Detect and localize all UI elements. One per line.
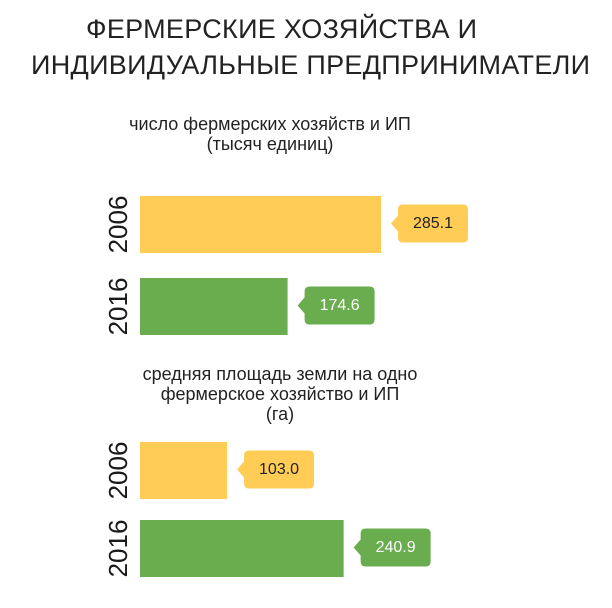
chart-1-value-label-2016: 174.6 [320,297,360,314]
main-title-line-1: ФЕРМЕРСКИЕ ХОЗЯЙСТВА И [86,14,478,44]
chart-2-value-callout-2016 [353,528,431,567]
chart-2-title-line-1: средняя площадь земли на одно [142,364,418,384]
chart-2-title-line-3: (га) [265,404,295,424]
chart-2-title: средняя площадь земли на одно фермерское… [80,364,480,424]
chart-1-title-line-2: (тысяч единиц) [206,134,334,154]
chart-2-title-line-2: фермерское хозяйство и ИП [160,384,400,404]
main-title-line-2: ИНДИВИДУАЛЬНЫЕ ПРЕДПРИНИМАТЕЛИ [31,50,591,80]
chart-1-value-label-2006: 285.1 [413,215,453,232]
chart-2-year-label-2006: 2006 [103,442,133,500]
chart-1-value-callout-2006 [391,204,468,243]
chart-2-value-label-2016: 240.9 [376,539,416,556]
chart-2-value-callout-2006 [237,450,315,489]
chart-1-bar-2006 [140,196,381,253]
chart-1-bar-2016 [140,278,288,335]
chart-1-title-line-1: число фермерских хозяйств и ИП [129,114,411,134]
chart-1-year-label-2016: 2016 [103,278,133,336]
chart-2-bar-2016 [140,520,344,577]
chart-2-value-label-2006: 103.0 [259,461,299,478]
chart-1-title: число фермерских хозяйств и ИП (тысяч ед… [70,114,470,154]
chart-1-year-label-2006: 2006 [103,196,133,254]
chart-1-value-callout-2016 [297,286,375,325]
chart-2-bar-2006 [140,442,228,499]
chart-2-year-label-2016: 2016 [103,520,133,578]
